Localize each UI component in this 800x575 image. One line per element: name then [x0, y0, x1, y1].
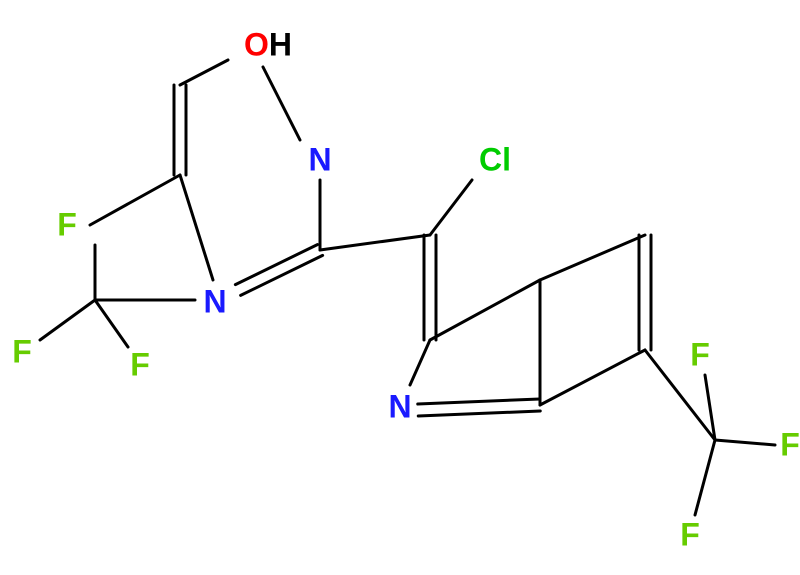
atom-label-f: F: [57, 207, 77, 244]
atom-label-f: F: [130, 347, 150, 384]
atom-label-f: F: [690, 337, 710, 374]
atom-label-n: N: [388, 389, 411, 426]
atom-label-f: F: [680, 517, 700, 554]
atom-label-f: F: [780, 427, 800, 464]
molecule-diagram: [0, 0, 800, 575]
atom-label-f: F: [12, 334, 32, 371]
atom-label-n: N: [308, 142, 331, 179]
atom-label-oh: OH: [244, 27, 292, 64]
atom-label-n: N: [203, 284, 226, 321]
atom-label-cl: Cl: [479, 142, 511, 179]
